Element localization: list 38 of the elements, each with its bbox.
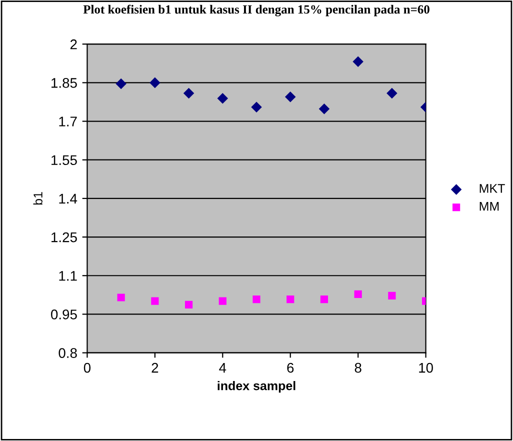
y-tick-label: 1.4 bbox=[59, 194, 78, 204]
y-tick-label: 1.1 bbox=[59, 271, 77, 281]
point bbox=[184, 300, 193, 308]
point bbox=[251, 102, 262, 113]
point bbox=[150, 77, 160, 88]
point bbox=[354, 290, 362, 298]
point bbox=[252, 295, 260, 304]
y-tick-label: 0.8 bbox=[58, 348, 77, 358]
y-tick-label: 1.55 bbox=[52, 155, 77, 166]
point bbox=[286, 295, 294, 304]
point bbox=[352, 56, 364, 67]
chart-title: Plot koefisien b1 untuk kasus II dengan 15% pencilan pada n=60 bbox=[83, 4, 430, 16]
point bbox=[116, 78, 126, 90]
point bbox=[117, 294, 125, 302]
x-tick-label: 8 bbox=[354, 362, 362, 373]
x-tick-label: 0 bbox=[84, 362, 91, 373]
x-tick-label: 2 bbox=[152, 362, 158, 373]
y-tick-label: 1.7 bbox=[59, 116, 77, 126]
point bbox=[318, 104, 330, 114]
x-tick-label: 4 bbox=[219, 363, 226, 373]
x-axis-title: index sampel bbox=[218, 381, 296, 393]
point bbox=[388, 292, 396, 300]
point bbox=[386, 88, 398, 99]
x-tick-label: 10 bbox=[419, 362, 433, 373]
x-tick-label: 6 bbox=[287, 362, 294, 373]
y-axis-title: b1 bbox=[33, 192, 42, 205]
point bbox=[151, 297, 159, 305]
y-tick-label: 1.85 bbox=[52, 78, 77, 88]
point bbox=[320, 295, 328, 304]
point bbox=[218, 297, 226, 305]
y-tick-label: 0.95 bbox=[51, 310, 77, 320]
y-tick-label: 2 bbox=[70, 39, 77, 50]
point bbox=[183, 88, 194, 99]
y-tick-label: 1.25 bbox=[52, 232, 77, 242]
point bbox=[217, 93, 228, 104]
point bbox=[284, 91, 296, 102]
legend-label: MM bbox=[480, 202, 499, 211]
legend-label: MKT bbox=[480, 184, 505, 193]
